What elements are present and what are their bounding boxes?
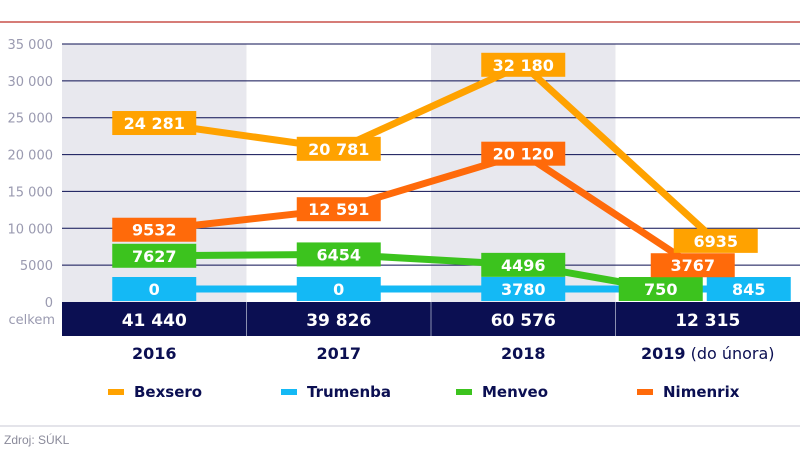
data-label-box	[481, 277, 566, 301]
data-label-box	[481, 252, 566, 277]
y-tick-label: 0	[45, 296, 53, 311]
total-value: 39 826	[306, 311, 371, 331]
data-label: 3780	[501, 280, 546, 299]
data-label-box	[112, 243, 197, 268]
data-label-box	[706, 277, 791, 301]
legend-label: Nimenrix	[663, 383, 740, 401]
data-label: 12 591	[308, 200, 369, 219]
data-label: 845	[732, 280, 765, 299]
legend-label: Trumenba	[307, 383, 391, 401]
y-tick-label: 35 000	[8, 38, 54, 53]
data-label: 6935	[693, 232, 738, 251]
data-label: 9532	[132, 221, 177, 240]
data-label-box	[112, 111, 197, 136]
x-tick-label: 2017	[316, 344, 361, 363]
data-label-box	[650, 253, 735, 278]
data-label-box	[673, 228, 758, 253]
data-label-box	[618, 277, 703, 301]
series-line-menveo	[154, 250, 662, 293]
series-line-nimenrix	[153, 150, 695, 269]
data-label: 7627	[132, 247, 177, 266]
x-tick-label: 2018	[501, 344, 546, 363]
data-label: 20 781	[308, 140, 369, 159]
data-label: 24 281	[124, 114, 185, 133]
data-label-box	[296, 242, 381, 267]
data-label-box	[296, 197, 381, 222]
data-label-box	[112, 217, 197, 242]
data-label-box	[481, 141, 566, 166]
data-label: 3767	[670, 256, 715, 275]
x-tick-label: 2019 (do února)	[641, 344, 775, 363]
legend-swatch	[456, 389, 472, 395]
x-tick-label: 2016	[132, 344, 177, 363]
data-label-box	[296, 277, 381, 301]
data-label: 4496	[501, 256, 546, 275]
total-value: 12 315	[675, 311, 740, 331]
series-line-bexsero	[153, 61, 719, 244]
y-tick-label: 25 000	[8, 112, 54, 127]
y-tick-label: 10 000	[8, 222, 54, 237]
total-value: 41 440	[122, 311, 187, 331]
total-value: 60 576	[491, 311, 556, 331]
totals-label: celkem	[9, 313, 55, 328]
legend-label: Bexsero	[134, 383, 202, 401]
data-label: 32 180	[493, 56, 554, 75]
data-label-box	[296, 136, 381, 161]
legend-swatch	[637, 389, 653, 395]
data-label-box	[481, 52, 566, 77]
data-label: 0	[333, 280, 344, 299]
legend-swatch	[108, 389, 124, 395]
data-label: 0	[149, 280, 160, 299]
data-label: 750	[644, 280, 677, 299]
y-tick-label: 20 000	[8, 149, 54, 164]
legend-label: Menveo	[482, 383, 548, 401]
y-tick-label: 30 000	[8, 75, 54, 90]
y-tick-label: 5000	[20, 259, 53, 274]
y-tick-label: 15 000	[8, 185, 54, 200]
source-note: Zdroj: SÚKL	[4, 433, 70, 447]
legend-swatch	[281, 389, 297, 395]
data-label: 20 120	[493, 145, 554, 164]
data-label-box	[112, 277, 197, 301]
data-label: 6454	[316, 245, 361, 264]
